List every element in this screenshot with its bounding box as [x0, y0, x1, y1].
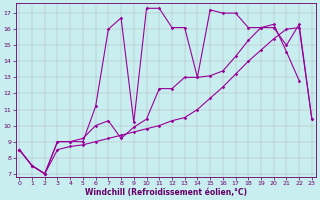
X-axis label: Windchill (Refroidissement éolien,°C): Windchill (Refroidissement éolien,°C) — [84, 188, 247, 197]
